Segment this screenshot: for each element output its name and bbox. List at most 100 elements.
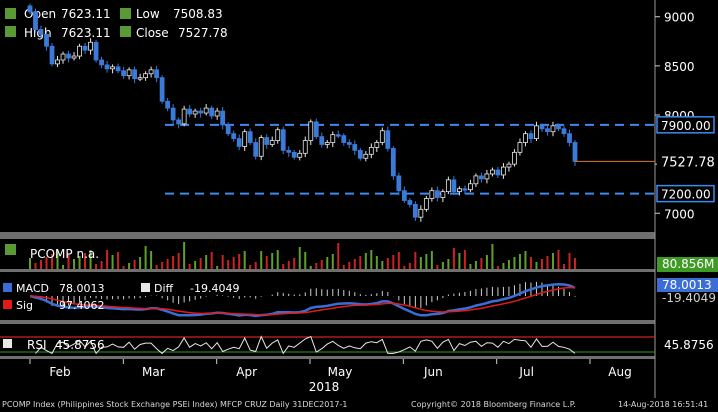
volume-bar: [243, 251, 246, 269]
volume-bar: [287, 261, 290, 269]
candlestick-series: [27, 3, 578, 222]
panel-divider[interactable]: [0, 356, 655, 359]
volume-bar: [320, 260, 323, 269]
candle-body: [126, 69, 132, 77]
candle-body: [346, 142, 352, 145]
candle-body: [534, 125, 539, 139]
low-value: 7508.83: [173, 7, 223, 21]
volume-bar: [293, 258, 296, 269]
x-tick-label: Jul: [518, 365, 533, 379]
x-tick-label: May: [328, 365, 353, 379]
reference-line-label: 7900.00: [661, 119, 711, 133]
volume-bar: [557, 250, 560, 269]
volume-bar: [507, 260, 510, 269]
candle-body: [561, 128, 567, 135]
volume-bar: [29, 258, 31, 269]
candle-body: [264, 137, 270, 145]
candle-body: [363, 153, 369, 159]
macd-right-label: 78.0013: [662, 278, 712, 292]
candle-body: [490, 169, 495, 175]
volume-bar: [452, 248, 455, 269]
volume-bar: [364, 253, 367, 269]
volume-bar: [139, 257, 142, 269]
candle-body: [506, 163, 512, 168]
candle-body: [269, 140, 275, 145]
volume-bar: [485, 255, 488, 269]
candle-body: [550, 125, 556, 133]
volume-bar: [546, 256, 549, 269]
candle-body: [385, 130, 391, 149]
reference-line-label: 7200.00: [661, 188, 711, 202]
volume-bar: [89, 250, 92, 269]
volume-bar: [375, 256, 378, 269]
volume-bar: [348, 262, 351, 269]
candle-body: [286, 149, 292, 153]
volume-bar: [562, 264, 565, 269]
candle-body: [423, 198, 429, 210]
reference-lines: 7900.00 7200.00: [165, 116, 715, 203]
volume-bar: [381, 261, 384, 269]
volume-bar: [392, 255, 395, 269]
volume-bar: [529, 257, 532, 269]
candle-body: [181, 108, 187, 125]
candle-body: [545, 128, 550, 133]
volume-bar: [78, 256, 81, 269]
candle-body: [44, 34, 49, 47]
volume-bar: [51, 254, 54, 269]
candle-body: [528, 133, 534, 139]
footer: PCOMP Index (Philippines Stock Exchange …: [0, 398, 718, 412]
candle-body: [220, 110, 226, 126]
sig-line: [29, 286, 576, 316]
candle-body: [137, 77, 143, 80]
volume-bar: [337, 243, 340, 269]
candle-body: [539, 125, 545, 130]
candle-body: [468, 183, 473, 191]
volume-bar: [331, 254, 334, 269]
volume-bar: [419, 257, 422, 269]
candle-body: [484, 173, 490, 180]
volume-bar: [353, 259, 356, 269]
volume-bar: [161, 262, 164, 269]
volume-bar: [574, 258, 576, 269]
volume-bar: [166, 259, 169, 269]
candle-body: [159, 77, 165, 102]
candle-body: [324, 142, 330, 145]
candle-body: [198, 110, 204, 114]
candle-body: [88, 41, 93, 51]
candle-body: [495, 169, 501, 176]
candle-body: [407, 200, 413, 205]
x-tick-label: Aug: [608, 365, 631, 379]
candle-body: [203, 107, 209, 114]
candle-body: [473, 175, 479, 185]
price-chart: Open 7623.11 Low 7508.83 High 7623.11 Cl…: [0, 0, 718, 398]
volume-bar: [513, 257, 516, 269]
macd-label: MACD: [16, 282, 49, 295]
volume-bar: [56, 251, 59, 269]
volume-bar: [441, 262, 444, 269]
candle-body: [49, 45, 55, 65]
x-tick-label: Mar: [142, 365, 165, 379]
footer-timestamp: 14-Aug-2018 16:51:41: [618, 400, 709, 409]
candle-body: [192, 110, 198, 115]
ohlc-legend: Open 7623.11 Low 7508.83 High 7623.11 Cl…: [0, 0, 228, 44]
volume-bar: [40, 260, 43, 269]
volume-bar: [249, 265, 252, 269]
volume-last-label: 80.856M: [662, 257, 714, 271]
panel-divider[interactable]: [0, 320, 655, 324]
candle-body: [445, 179, 451, 193]
candle-body: [517, 142, 523, 153]
high-value: 7623.11: [61, 26, 111, 40]
volume-bar: [425, 254, 428, 269]
candle-body: [148, 69, 154, 75]
volume-bar: [265, 256, 268, 269]
volume-bar: [62, 265, 65, 269]
volume-bar: [463, 250, 466, 269]
panel-divider[interactable]: [0, 269, 655, 272]
candle-body: [390, 148, 396, 177]
volume-bar: [210, 252, 213, 269]
panel-divider[interactable]: [0, 232, 655, 239]
volume-bar: [397, 252, 400, 269]
candle-body: [280, 129, 286, 151]
volume-bar: [496, 266, 499, 269]
volume-bar: [122, 266, 125, 269]
